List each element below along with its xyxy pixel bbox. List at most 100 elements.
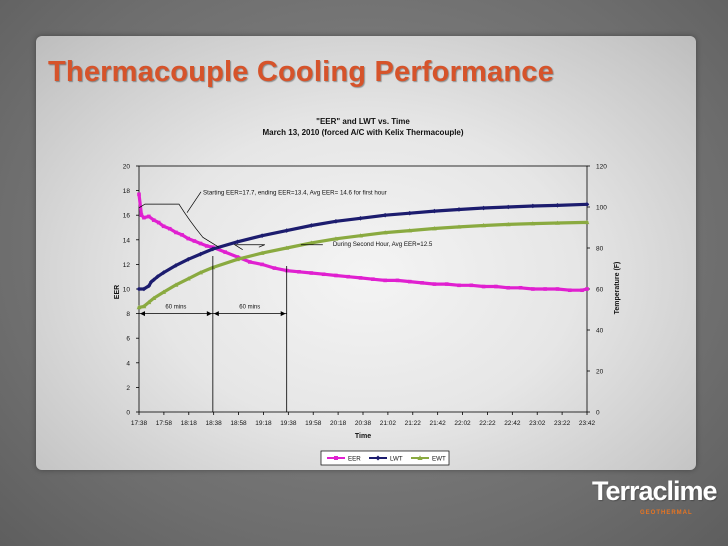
x-tick-label: 22:02 <box>454 420 471 427</box>
data-point-eer <box>151 218 156 222</box>
data-point-ewt <box>358 233 363 238</box>
data-point-eer <box>272 266 277 270</box>
x-tick-label: 20:18 <box>330 420 347 427</box>
data-point-ewt <box>333 236 339 241</box>
data-point-ewt <box>136 305 142 310</box>
data-point-ewt <box>259 250 265 255</box>
data-point-lwt <box>333 219 339 224</box>
data-point-lwt <box>309 223 314 228</box>
data-point-eer <box>494 284 498 289</box>
y-tick-label-left: 18 <box>123 188 131 195</box>
data-point-lwt <box>151 277 157 283</box>
data-point-lwt <box>146 283 152 289</box>
data-point-eer <box>192 239 197 243</box>
data-point-ewt <box>284 245 290 250</box>
data-point-lwt <box>259 233 265 238</box>
data-point-eer <box>167 226 172 231</box>
second-hour-brace <box>233 244 265 250</box>
data-point-eer <box>531 287 535 291</box>
x-axis-label: Time <box>355 433 371 440</box>
data-point-ewt <box>146 299 152 305</box>
data-point-lwt <box>161 270 166 275</box>
legend-label-ewt: EWT <box>432 456 446 463</box>
data-point-eer <box>142 215 146 220</box>
y-tick-label-left: 8 <box>126 311 130 318</box>
data-point-ewt <box>530 221 536 226</box>
x-tick-label: 22:22 <box>479 420 496 427</box>
data-point-ewt <box>161 289 167 294</box>
data-point-lwt <box>155 274 160 279</box>
y-tick-label-left: 2 <box>126 385 130 392</box>
data-point-eer <box>444 282 449 286</box>
data-point-eer <box>161 224 166 229</box>
data-point-lwt <box>358 215 363 221</box>
data-point-lwt <box>136 286 142 292</box>
legend: EER LWT EWT <box>320 450 450 466</box>
data-point-ewt <box>151 295 157 301</box>
data-point-lwt <box>210 246 216 252</box>
data-point-lwt <box>198 251 203 257</box>
y-tick-label-left: 12 <box>123 262 131 269</box>
logo-sub: GEOTHERMAL <box>640 510 693 516</box>
data-point-lwt <box>407 210 413 216</box>
data-point-eer <box>297 269 301 274</box>
data-point-eer <box>223 250 227 254</box>
data-point-lwt <box>530 203 536 209</box>
data-point-eer <box>371 277 375 281</box>
annotation-second-hour: During Second Hour, Avg EER=12.5 <box>333 241 433 248</box>
x-tick-label: 17:38 <box>131 420 148 427</box>
arrow-head <box>280 311 286 317</box>
x-tick-label: 19:58 <box>305 420 322 427</box>
data-point-eer <box>481 284 486 289</box>
data-point-lwt <box>141 286 147 292</box>
y-tick-label-left: 4 <box>126 360 130 367</box>
data-point-ewt <box>407 228 413 233</box>
data-point-lwt <box>584 202 590 207</box>
x-tick-label: 21:02 <box>380 420 397 427</box>
data-point-eer <box>469 283 474 288</box>
x-tick-label: 23:02 <box>529 420 546 427</box>
x-tick-label: 21:42 <box>430 420 447 427</box>
data-point-eer <box>174 230 178 235</box>
data-point-eer <box>156 220 161 225</box>
data-point-lwt <box>432 208 437 214</box>
annotation-first-hour: Starting EER=17.7, ending EER=13.4, Avg … <box>203 189 387 196</box>
arrow-head <box>213 311 219 317</box>
data-point-eer <box>567 288 572 293</box>
data-point-eer <box>139 213 144 217</box>
data-point-ewt <box>555 220 560 225</box>
data-point-ewt <box>198 270 203 275</box>
data-point-eer <box>585 287 589 291</box>
data-point-lwt <box>555 203 560 208</box>
data-point-eer <box>407 279 412 284</box>
data-point-ewt <box>456 224 462 229</box>
data-point-ewt <box>481 223 487 228</box>
x-tick-label: 22:42 <box>504 420 521 427</box>
data-point-eer <box>518 285 523 290</box>
series-line-ewt <box>137 220 589 309</box>
arrow-head <box>206 311 212 317</box>
legend-label-lwt: LWT <box>390 456 403 463</box>
data-point-eer <box>580 288 584 293</box>
data-point-eer <box>260 262 264 267</box>
y-tick-label-left: 6 <box>126 336 130 343</box>
y-tick-label-right: 120 <box>596 164 607 171</box>
y-axis-label-right: Temperature (F) <box>614 262 621 315</box>
data-point-eer <box>204 244 209 248</box>
data-point-eer <box>543 287 547 291</box>
x-tick-label: 23:42 <box>579 420 596 427</box>
x-tick-label: 20:38 <box>355 420 372 427</box>
data-point-eer <box>506 285 511 290</box>
data-point-eer <box>137 192 141 197</box>
interval-label-2: 60 mins <box>239 305 260 311</box>
data-point-eer <box>247 260 252 264</box>
data-point-eer <box>432 282 437 286</box>
x-tick-label: 17:58 <box>156 420 173 427</box>
data-point-eer <box>180 233 184 237</box>
legend-label-eer: EER <box>348 456 361 463</box>
y-tick-label-left: 10 <box>123 287 131 294</box>
data-point-eer <box>198 241 203 246</box>
y-tick-label-left: 0 <box>126 410 130 417</box>
data-point-ewt <box>584 219 590 225</box>
legend-marker-lwt <box>375 455 381 461</box>
